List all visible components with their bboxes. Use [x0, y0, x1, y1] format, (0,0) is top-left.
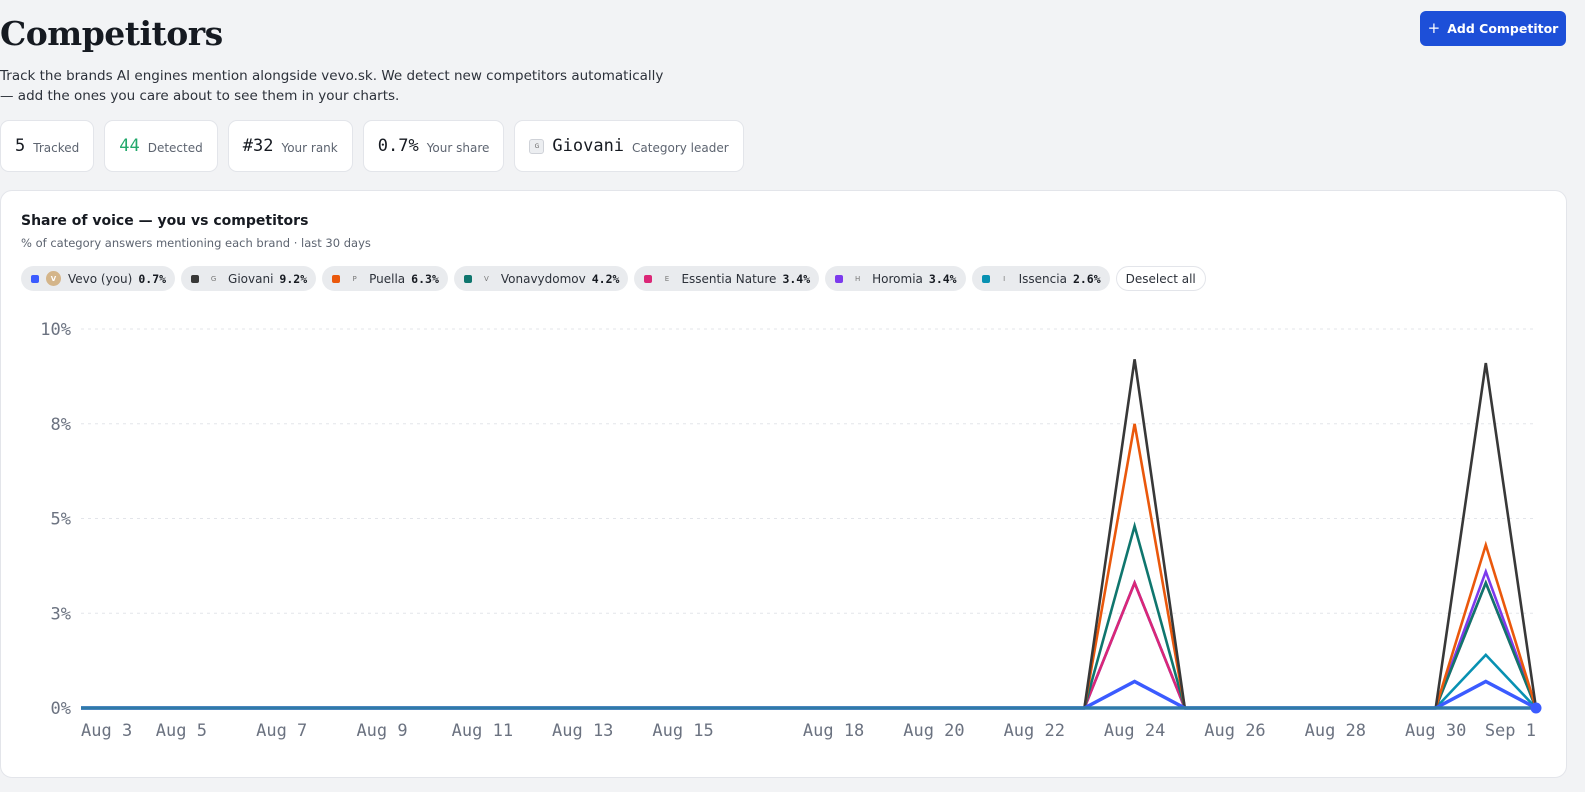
x-tick-label: Aug 28 [1305, 721, 1366, 741]
brand-logo-icon: P [352, 274, 357, 283]
active-point-marker [1530, 702, 1542, 714]
stat-leader-label: Category leader [632, 140, 729, 155]
series-line-essentia-nature [81, 579, 1538, 710]
y-tick-label: 5% [51, 510, 71, 530]
stat-share-value: 0.7% [377, 136, 419, 156]
stat-tracked-label: Tracked [33, 140, 80, 155]
legend-chip-essentia-nature[interactable]: E Essentia Nature 3.4% [634, 266, 820, 291]
legend-chip-horomia[interactable]: H Horomia 3.4% [825, 266, 966, 291]
x-tick-label: Aug 20 [903, 721, 964, 741]
legend-pct: 6.3% [411, 271, 439, 286]
page-title: Competitors [0, 14, 223, 53]
legend-pct: 9.2% [279, 271, 308, 286]
brand-logo-icon: E [664, 274, 670, 283]
legend-label: Essentia Nature [681, 271, 777, 286]
legend-pct: 4.2% [591, 271, 620, 286]
add-competitor-label: Add Competitor [1447, 21, 1559, 36]
add-competitor-button[interactable]: + Add Competitor [1420, 11, 1566, 46]
deselect-all-button[interactable]: Deselect all [1115, 266, 1206, 291]
series-color-swatch [981, 274, 990, 283]
stat-rank-value: #32 [242, 136, 274, 156]
series-line-puella [81, 423, 1538, 710]
series-color-swatch [463, 274, 472, 283]
series-line-vonavydomov [81, 521, 1538, 710]
brand-logo-icon: H [855, 274, 861, 283]
legend-pct: 3.4% [928, 271, 957, 286]
legend-label: Vevo (you) [68, 271, 133, 286]
series-color-swatch [31, 274, 39, 283]
y-tick-label: 10% [40, 320, 71, 340]
legend-chip-puella[interactable]: P Puella 6.3% [322, 266, 448, 291]
series-color-swatch [191, 274, 200, 283]
brand-logo-icon: V [46, 271, 61, 286]
x-tick-label: Aug 7 [256, 721, 307, 741]
plus-icon: + [1427, 19, 1441, 37]
brand-logo-icon: I [1003, 274, 1006, 283]
leader-logo-icon: G [529, 138, 545, 154]
legend-label: Giovani [228, 271, 274, 286]
series-line-horomia [81, 567, 1538, 710]
x-tick-label: Aug 30 [1405, 721, 1466, 741]
stat-detected-label: Detected [147, 140, 203, 155]
legend-chip-issencia[interactable]: I Issencia 2.6% [971, 266, 1110, 291]
x-tick-label: Aug 9 [356, 721, 407, 741]
share-of-voice-chart: 0% 3% 5% 8% 10% Aug 3 Aug 5 Aug 7 Aug 9 Aug 11 Aug… [40, 320, 1542, 741]
y-tick-label: 0% [51, 699, 71, 719]
brand-logo-icon: G [210, 274, 217, 283]
legend: V Vevo (you) 0.7% G Giovani 9.2% P Puella 6.3% V V… [21, 266, 1206, 291]
legend-label: Issencia [1018, 271, 1067, 286]
legend-label: Horomia [872, 271, 923, 286]
stat-share: 0.7% Your share [362, 120, 505, 172]
page-description: Track the brands AI engines mention alon… [0, 68, 664, 104]
stat-share-label: Your share [426, 140, 490, 155]
legend-chip-vevo-you[interactable]: V Vevo (you) 0.7% [21, 266, 176, 291]
legend-pct: 3.4% [782, 271, 811, 286]
stat-rank-label: Your rank [281, 140, 338, 155]
series-color-swatch [332, 274, 341, 283]
x-tick-label: Aug 24 [1104, 721, 1165, 741]
series-color-swatch [835, 274, 844, 283]
y-tick-label: 3% [51, 604, 71, 624]
stats-row: 5 Tracked 44 Detected #32 Your rank 0.7%… [0, 120, 744, 172]
card-subtitle: % of category answers mentioning each br… [21, 236, 371, 250]
x-tick-label: Aug 18 [803, 721, 864, 741]
legend-label: Vonavydomov [500, 271, 586, 286]
stat-detected: 44 Detected [104, 120, 218, 172]
series-color-swatch [644, 274, 653, 283]
x-tick-label: Aug 26 [1204, 721, 1265, 741]
x-tick-label: Aug 3 [81, 721, 132, 741]
stat-rank: #32 Your rank [227, 120, 353, 172]
card-title: Share of voice — you vs competitors [21, 213, 309, 229]
legend-chip-vonavydomov[interactable]: V Vonavydomov 4.2% [453, 266, 629, 291]
share-of-voice-card: 0% 3% 5% 8% 10% Aug 3 Aug 5 Aug 7 Aug 9 Aug 11 Aug… [0, 190, 1567, 778]
y-tick-label: 8% [51, 415, 71, 435]
stat-detected-value: 44 [119, 136, 140, 156]
legend-chip-giovani[interactable]: G Giovani 9.2% [181, 266, 317, 291]
x-tick-label: Aug 5 [156, 721, 207, 741]
brand-logo-icon: V [483, 274, 489, 283]
x-tick-label: Sep 1 [1485, 721, 1536, 741]
series-line-issencia [81, 579, 1537, 710]
series-line-giovani [81, 359, 1538, 710]
legend-pct: 2.6% [1072, 271, 1101, 286]
x-tick-label: Aug 13 [552, 721, 613, 741]
x-tick-label: Aug 22 [1004, 721, 1065, 741]
x-tick-label: Aug 11 [452, 721, 513, 741]
x-tick-label: Aug 15 [652, 721, 713, 741]
stat-leader: G Giovani Category leader [514, 120, 744, 172]
stat-leader-value: Giovani [552, 136, 625, 156]
stat-tracked: 5 Tracked [0, 120, 95, 172]
stat-tracked-value: 5 [15, 136, 26, 156]
series-line-vevo-you [81, 679, 1537, 710]
legend-pct: 0.7% [138, 271, 167, 286]
legend-label: Puella [369, 271, 406, 286]
